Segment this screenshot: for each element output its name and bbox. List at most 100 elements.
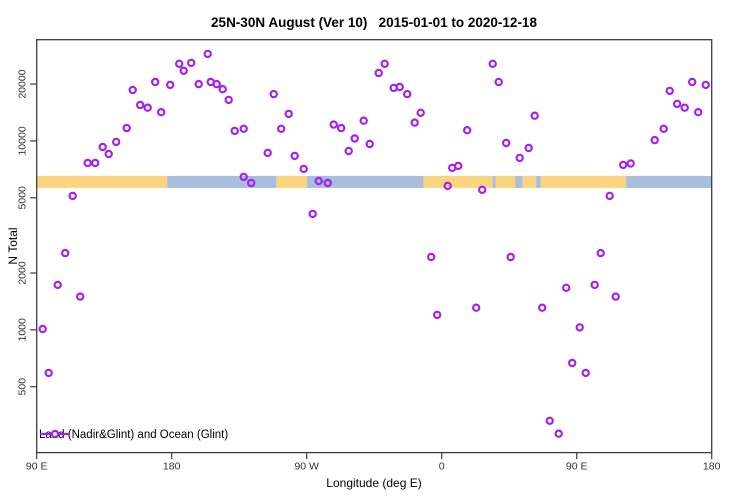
data-point — [179, 66, 188, 76]
surface-band-land — [495, 175, 516, 188]
data-point — [122, 123, 131, 133]
data-point — [581, 368, 590, 378]
data-point — [203, 49, 212, 59]
x-tick-label: 180 — [703, 461, 721, 473]
data-point — [212, 79, 221, 89]
x-tick-label: 90 E — [26, 461, 48, 473]
surface-band-land — [540, 175, 627, 188]
data-point — [596, 248, 605, 258]
data-point — [680, 103, 689, 112]
data-point — [230, 126, 239, 136]
data-point — [605, 191, 614, 201]
y-tick-label: 1000 — [17, 318, 29, 342]
data-point — [626, 159, 635, 168]
data-point — [344, 146, 353, 156]
data-point — [150, 77, 160, 87]
data-point — [128, 85, 137, 95]
chart-title: 25N-30N August (Ver 10) 2015-01-01 to 20… — [211, 15, 537, 30]
data-point — [665, 86, 674, 96]
data-point — [502, 138, 511, 148]
data-point — [454, 161, 463, 171]
data-point — [443, 181, 452, 191]
data-point — [395, 82, 404, 92]
data-point — [263, 148, 272, 158]
data-point — [562, 283, 571, 292]
x-tick-label: 90 W — [294, 461, 319, 473]
surface-band-ocean — [306, 175, 424, 188]
data-point — [472, 303, 481, 312]
data-point — [90, 158, 100, 168]
data-point — [568, 358, 577, 368]
data-point — [488, 59, 497, 69]
data-point — [494, 77, 503, 87]
data-point — [506, 252, 515, 262]
data-point — [239, 124, 248, 134]
y-tick-label: 10000 — [17, 126, 29, 155]
data-point — [277, 124, 286, 134]
data-point — [135, 100, 145, 110]
data-point — [410, 118, 419, 127]
data-point — [659, 124, 668, 134]
data-point — [575, 323, 584, 332]
data-point — [701, 80, 710, 90]
data-point — [239, 172, 248, 182]
legend: Land (Nadir&Glint) and Ocean (Glint) — [39, 428, 228, 442]
legend-label: Land (Nadir&Glint) and Ocean (Glint) — [39, 429, 229, 441]
data-point — [515, 153, 524, 163]
y-tick-label: 20000 — [17, 69, 29, 98]
data-point — [694, 107, 703, 117]
data-point — [314, 176, 323, 186]
y-axis-title: N Total — [6, 227, 20, 265]
surface-band-land — [276, 175, 307, 188]
data-point — [68, 191, 77, 201]
data-point — [524, 143, 533, 153]
data-point — [433, 310, 442, 320]
data-point — [308, 209, 317, 219]
surface-band-ocean — [626, 175, 712, 188]
x-axis-title: Longitude (deg E) — [326, 476, 422, 490]
data-point — [416, 108, 425, 118]
data-point — [590, 280, 599, 290]
data-point — [290, 151, 299, 161]
data-point — [44, 368, 53, 378]
data-point — [104, 149, 113, 159]
surface-band-ocean — [536, 175, 541, 188]
data-point — [186, 58, 196, 68]
data-point — [329, 120, 338, 129]
data-point — [380, 59, 389, 69]
data-point — [143, 103, 152, 112]
data-point — [538, 303, 547, 312]
data-point — [224, 95, 233, 105]
data-point — [478, 185, 487, 194]
surface-band-land — [423, 175, 493, 188]
data-point — [194, 79, 203, 89]
surface-band-land — [36, 175, 168, 188]
data-point — [75, 292, 85, 301]
data-point — [299, 164, 308, 174]
data-point — [350, 134, 359, 143]
data-point — [545, 416, 554, 425]
data-point — [427, 252, 436, 262]
x-tick-label: 0 — [439, 461, 445, 473]
data-point — [688, 77, 697, 87]
surface-band-ocean — [515, 175, 523, 188]
data-point — [673, 99, 682, 109]
data-point — [98, 142, 107, 152]
legend-point-icon — [50, 429, 60, 439]
data-point — [111, 137, 121, 147]
data-point — [83, 158, 92, 168]
data-point — [246, 178, 256, 188]
surface-band-ocean — [167, 175, 277, 188]
data-point — [218, 84, 227, 94]
data-point — [463, 125, 472, 135]
surface-band-land — [522, 175, 537, 188]
data-point — [53, 280, 62, 290]
data-point — [60, 248, 70, 258]
data-point — [530, 111, 539, 120]
data-point — [174, 59, 184, 69]
surface-band-ocean — [492, 175, 496, 188]
y-tick-label: 2000 — [17, 261, 29, 285]
y-tick-label: 5000 — [17, 186, 29, 210]
